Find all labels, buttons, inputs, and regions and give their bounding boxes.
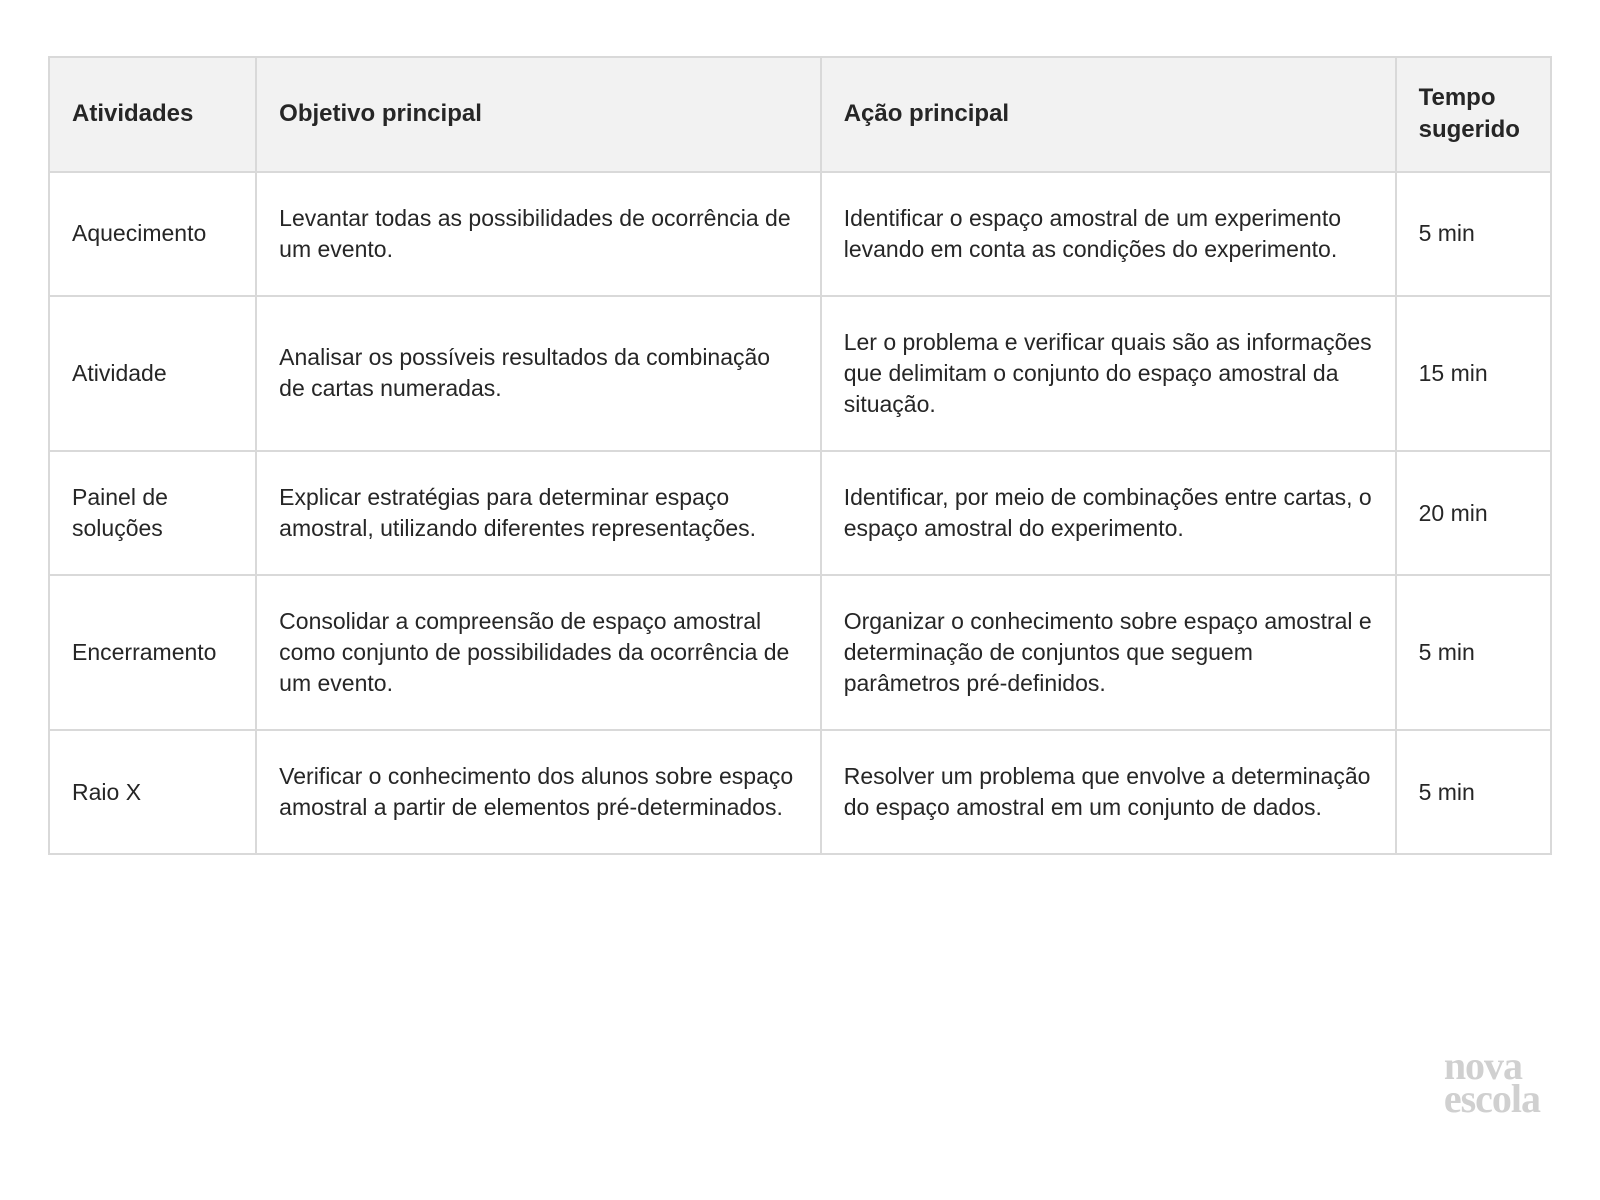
cell-atividade: Atividade xyxy=(49,296,256,451)
table-header-row: Atividades Objetivo principal Ação princ… xyxy=(49,57,1551,172)
col-header-tempo: Tempo sugerido xyxy=(1396,57,1551,172)
cell-tempo: 15 min xyxy=(1396,296,1551,451)
cell-tempo: 20 min xyxy=(1396,451,1551,575)
cell-objetivo: Levantar todas as possibilidades de ocor… xyxy=(256,172,821,296)
cell-acao: Organizar o conhecimento sobre espaço am… xyxy=(821,575,1396,730)
table-row: Aquecimento Levantar todas as possibilid… xyxy=(49,172,1551,296)
cell-atividade: Painel de soluções xyxy=(49,451,256,575)
page: Atividades Objetivo principal Ação princ… xyxy=(0,0,1600,1200)
activities-table: Atividades Objetivo principal Ação princ… xyxy=(48,56,1552,855)
col-header-objetivo: Objetivo principal xyxy=(256,57,821,172)
cell-acao: Identificar o espaço amostral de um expe… xyxy=(821,172,1396,296)
cell-tempo: 5 min xyxy=(1396,172,1551,296)
cell-objetivo: Explicar estratégias para determinar esp… xyxy=(256,451,821,575)
cell-objetivo: Verificar o conhecimento dos alunos sobr… xyxy=(256,730,821,854)
table-row: Encerramento Consolidar a compreensão de… xyxy=(49,575,1551,730)
cell-objetivo: Consolidar a compreensão de espaço amost… xyxy=(256,575,821,730)
cell-atividade: Raio X xyxy=(49,730,256,854)
cell-atividade: Encerramento xyxy=(49,575,256,730)
cell-acao: Ler o problema e verificar quais são as … xyxy=(821,296,1396,451)
table-row: Atividade Analisar os possíveis resultad… xyxy=(49,296,1551,451)
cell-tempo: 5 min xyxy=(1396,575,1551,730)
col-header-atividades: Atividades xyxy=(49,57,256,172)
table-row: Painel de soluções Explicar estratégias … xyxy=(49,451,1551,575)
cell-acao: Identificar, por meio de combinações ent… xyxy=(821,451,1396,575)
brand-logo: nova escola xyxy=(1444,1050,1540,1116)
cell-objetivo: Analisar os possíveis resultados da comb… xyxy=(256,296,821,451)
col-header-acao: Ação principal xyxy=(821,57,1396,172)
cell-atividade: Aquecimento xyxy=(49,172,256,296)
brand-logo-line2: escola xyxy=(1444,1083,1540,1116)
table-row: Raio X Verificar o conhecimento dos alun… xyxy=(49,730,1551,854)
cell-tempo: 5 min xyxy=(1396,730,1551,854)
cell-acao: Resolver um problema que envolve a deter… xyxy=(821,730,1396,854)
